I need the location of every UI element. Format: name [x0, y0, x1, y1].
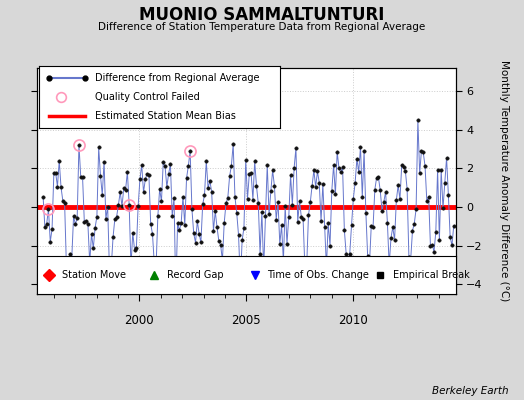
Text: Difference from Regional Average: Difference from Regional Average	[95, 73, 259, 83]
Text: MUONIO SAMMALTUNTURI: MUONIO SAMMALTUNTURI	[139, 6, 385, 24]
Text: Station Move: Station Move	[62, 270, 126, 280]
Text: Empirical Break: Empirical Break	[393, 270, 470, 280]
Text: Difference of Station Temperature Data from Regional Average: Difference of Station Temperature Data f…	[99, 22, 425, 32]
Text: Estimated Station Mean Bias: Estimated Station Mean Bias	[95, 110, 236, 120]
Text: Record Gap: Record Gap	[167, 270, 223, 280]
Text: 2005: 2005	[232, 314, 261, 327]
Text: 2000: 2000	[125, 314, 154, 327]
Text: Berkeley Earth: Berkeley Earth	[432, 386, 508, 396]
Text: Quality Control Failed: Quality Control Failed	[95, 92, 200, 102]
Text: 2010: 2010	[339, 314, 368, 327]
Y-axis label: Monthly Temperature Anomaly Difference (°C): Monthly Temperature Anomaly Difference (…	[499, 60, 509, 302]
Text: Time of Obs. Change: Time of Obs. Change	[267, 270, 369, 280]
